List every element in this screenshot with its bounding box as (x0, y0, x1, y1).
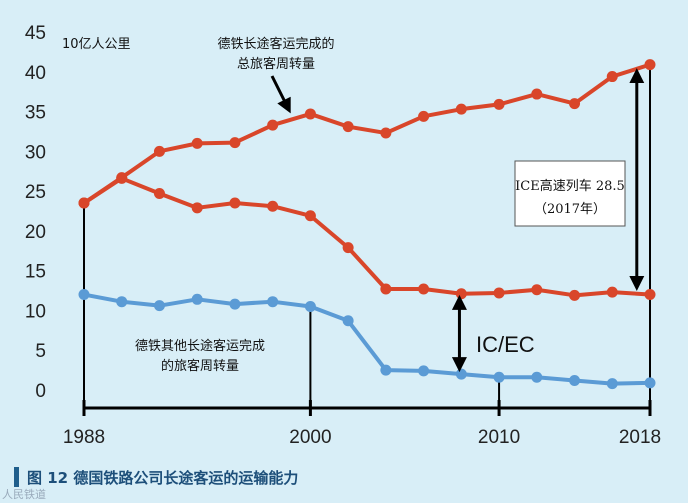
series-line-1 (82, 176, 651, 298)
data-point (644, 59, 656, 71)
data-point (531, 371, 543, 383)
y-tick-label: 0 (35, 381, 46, 402)
watermark: 人民铁道 (2, 488, 46, 501)
data-point (116, 296, 128, 308)
unit-label: 10亿人公里 (62, 37, 131, 52)
data-point (606, 378, 618, 390)
data-point (342, 315, 354, 327)
data-point (569, 289, 581, 301)
data-point (267, 296, 279, 308)
other-series-label-2: 的旅客周转量 (161, 358, 239, 374)
data-point (153, 145, 165, 157)
data-point (78, 197, 90, 209)
ice-label-2: （2017年） (534, 202, 606, 217)
y-tick-label: 40 (25, 63, 46, 84)
data-point (191, 137, 203, 149)
y-tick-label: 20 (25, 222, 46, 243)
data-point (531, 284, 543, 296)
data-point (304, 210, 316, 222)
data-point (493, 98, 505, 110)
y-tick-label: 45 (25, 23, 46, 44)
data-point (342, 121, 354, 133)
data-point (455, 103, 467, 115)
figure-caption: 图 12 德国铁路公司长途客运的运输能力 (14, 466, 298, 488)
data-point (644, 289, 656, 301)
total-series-label-1: 德铁长途客运完成的 (217, 36, 334, 52)
data-point (418, 283, 430, 295)
data-point (191, 202, 203, 214)
data-point (380, 127, 392, 139)
data-point (380, 364, 392, 376)
data-point (644, 377, 656, 389)
data-point (191, 293, 203, 305)
ice-label-1: ICE高速列车 28.5 (515, 178, 625, 194)
data-point (569, 374, 581, 386)
y-tick-label: 15 (25, 262, 46, 283)
data-point (229, 137, 241, 149)
series-line-2 (83, 292, 651, 386)
total-series-label-2: 总旅客周转量 (237, 56, 315, 72)
data-point (493, 371, 505, 383)
data-point (418, 110, 430, 122)
y-tick-label: 25 (25, 182, 46, 203)
data-point (153, 300, 165, 312)
annotation-arrows (270, 68, 645, 373)
caption-text: 图 12 德国铁路公司长途客运的运输能力 (27, 468, 299, 487)
data-point (606, 286, 618, 298)
panel-spacer (55, 108, 65, 116)
data-point (380, 283, 392, 295)
data-point (606, 71, 618, 83)
x-axis: 1988 2000 2010 2018 (63, 64, 661, 448)
data-point (569, 98, 581, 110)
data-point (493, 287, 505, 299)
data-point (229, 298, 241, 310)
data-point (229, 197, 241, 209)
y-tick-label: 10 (25, 301, 46, 322)
data-point (455, 288, 467, 300)
x-tick-label: 1988 (63, 427, 105, 448)
data-point (304, 108, 316, 120)
data-point (418, 365, 430, 377)
total-label-arrow (270, 75, 291, 114)
x-tick-label: 2000 (289, 427, 331, 448)
series-line-0 (82, 62, 651, 205)
data-point (455, 368, 467, 380)
ice-label-box (514, 160, 626, 227)
data-point (267, 200, 279, 212)
x-tick-label: 2010 (478, 427, 520, 448)
data-point (78, 289, 90, 301)
caption-accent-bar (14, 467, 19, 487)
y-tick-label: 35 (25, 103, 46, 124)
y-tick-label: 5 (35, 341, 46, 362)
chart-svg: 0 5 10 15 20 25 30 35 40 45 1988 2000 2010 2018 10亿人… (25, 23, 661, 448)
data-point (342, 242, 354, 254)
data-point (153, 187, 165, 199)
y-axis-ticks: 0 5 10 15 20 25 30 35 40 45 (25, 23, 46, 402)
data-point (304, 300, 316, 312)
x-tick-label: 2018 (619, 427, 661, 448)
data-point (531, 88, 543, 100)
y-tick-label: 30 (25, 142, 46, 163)
series-lines (78, 59, 656, 390)
gridlines (55, 108, 65, 116)
data-point (267, 119, 279, 131)
data-point (116, 172, 128, 184)
icec-label: IC/EC (476, 332, 535, 357)
other-series-label-1: 德铁其他长途客运完成 (135, 338, 265, 354)
